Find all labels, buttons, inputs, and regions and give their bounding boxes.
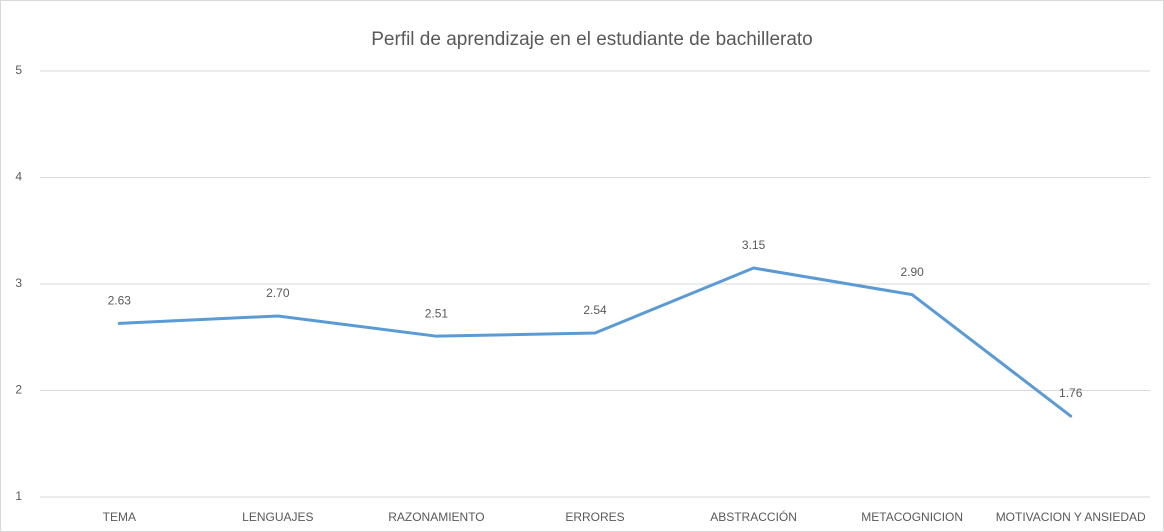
x-tick-label: TEMA (103, 510, 136, 524)
x-tick-label: ABSTRACCIÓN (710, 509, 797, 524)
x-tick-label: MOTIVACION Y ANSIEDAD (996, 510, 1146, 524)
y-tick-label: 1 (15, 489, 22, 503)
data-label: 2.63 (108, 294, 132, 308)
data-label: 2.54 (583, 303, 607, 317)
data-label: 3.15 (742, 238, 766, 252)
x-tick-label: METACOGNICION (861, 510, 963, 524)
data-line (117, 266, 1073, 418)
y-tick-label: 4 (15, 170, 22, 184)
data-label: 2.90 (900, 265, 924, 279)
x-tick-label: LENGUAJES (242, 510, 313, 524)
x-tick-label: ERRORES (565, 510, 624, 524)
data-label: 1.76 (1059, 386, 1083, 400)
x-tick-label: RAZONAMIENTO (388, 510, 484, 524)
y-tick-label: 2 (15, 383, 22, 397)
data-label: 2.51 (425, 306, 449, 320)
chart-title: Perfil de aprendizaje en el estudiante d… (371, 29, 813, 50)
data-label: 2.70 (266, 286, 290, 300)
y-tick-label: 5 (15, 63, 22, 77)
y-tick-label: 3 (15, 276, 22, 290)
